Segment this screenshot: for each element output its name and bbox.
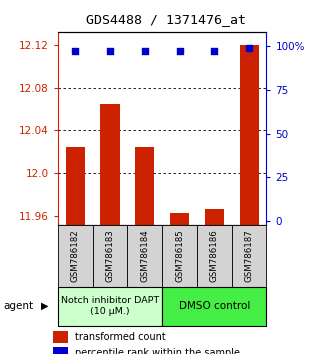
Bar (162, 287, 266, 326)
Bar (197, 225, 232, 287)
Bar (53, 331, 68, 343)
Text: percentile rank within the sample: percentile rank within the sample (75, 348, 240, 354)
Bar (66, 147, 85, 225)
Point (212, 48, 217, 54)
Bar (170, 213, 189, 225)
Text: GSM786187: GSM786187 (245, 229, 254, 282)
Text: ▶: ▶ (41, 301, 48, 311)
Text: GDS4488 / 1371476_at: GDS4488 / 1371476_at (85, 13, 246, 27)
Bar (58, 287, 162, 326)
Point (246, 45, 252, 51)
Point (177, 48, 182, 54)
Text: GSM786186: GSM786186 (210, 229, 219, 282)
Text: GSM786182: GSM786182 (71, 229, 80, 282)
Bar (205, 209, 224, 225)
Text: agent: agent (3, 301, 33, 311)
Bar (135, 147, 154, 225)
Bar (93, 225, 127, 287)
Text: GSM786184: GSM786184 (140, 229, 149, 282)
Text: GSM786185: GSM786185 (175, 229, 184, 282)
Bar (127, 225, 162, 287)
Bar (58, 225, 93, 287)
Point (142, 48, 148, 54)
Bar (232, 225, 266, 287)
Bar (53, 347, 68, 354)
Bar (101, 104, 119, 225)
Text: transformed count: transformed count (75, 332, 166, 342)
Bar (162, 225, 197, 287)
Point (107, 48, 113, 54)
Text: DMSO control: DMSO control (179, 301, 250, 311)
Text: GSM786183: GSM786183 (106, 229, 115, 282)
Text: Notch inhibitor DAPT
(10 μM.): Notch inhibitor DAPT (10 μM.) (61, 296, 159, 316)
Bar (240, 45, 259, 225)
Point (72, 48, 78, 54)
